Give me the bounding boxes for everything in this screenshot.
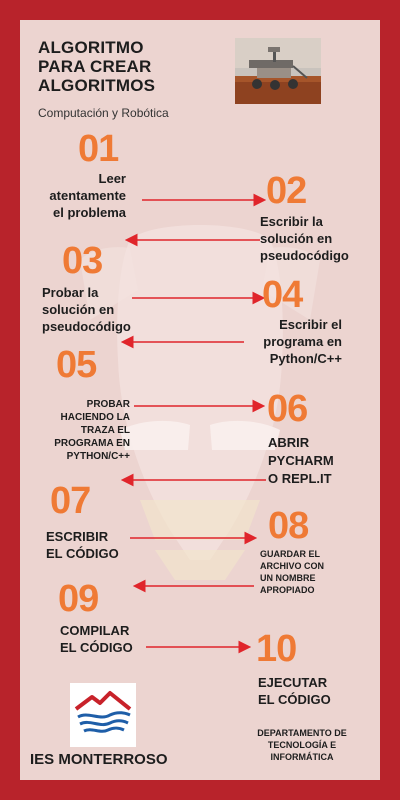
step-text-10: EJECUTAR EL CÓDIGO bbox=[258, 674, 358, 708]
step-number-01: 01 bbox=[78, 128, 119, 170]
step-line: Probar la bbox=[42, 285, 99, 300]
step-line: TRAZA EL bbox=[80, 425, 130, 436]
step-number-04: 04 bbox=[262, 274, 303, 316]
step-line: solución en bbox=[42, 302, 115, 317]
title-line: PARA CREAR bbox=[38, 57, 152, 76]
step-line: UN NOMBRE bbox=[260, 573, 316, 583]
step-text-04: Escribir el programa en Python/C++ bbox=[246, 316, 342, 367]
step-line: APROPIADO bbox=[260, 585, 315, 595]
title-line: ALGORITMO bbox=[38, 38, 144, 57]
step-line: COMPILAR bbox=[60, 623, 130, 638]
step-number-02: 02 bbox=[266, 170, 307, 212]
step-number-03: 03 bbox=[62, 240, 103, 282]
step-line: PROGRAMA EN bbox=[54, 438, 130, 449]
infographic-panel: ALGORITMO PARA CREAR ALGORITMOS Computac… bbox=[20, 20, 380, 780]
step-line: atentamente bbox=[49, 188, 126, 203]
step-line: HACIENDO LA bbox=[60, 412, 130, 423]
title-line: ALGORITMOS bbox=[38, 76, 156, 95]
page-title: ALGORITMO PARA CREAR ALGORITMOS bbox=[38, 38, 155, 95]
dept-line: DEPARTAMENTO DE bbox=[257, 728, 347, 738]
step-line: EL CÓDIGO bbox=[258, 692, 331, 707]
step-line: ABRIR bbox=[268, 435, 310, 450]
step-line: EL CÓDIGO bbox=[46, 546, 119, 561]
step-line: GUARDAR EL bbox=[260, 549, 320, 559]
step-line: EL CÓDIGO bbox=[60, 640, 133, 655]
step-line: PYTHON/C++ bbox=[66, 451, 130, 462]
step-text-06: ABRIR PYCHARM O REPL.IT bbox=[268, 434, 364, 488]
step-line: pseudocódigo bbox=[42, 319, 131, 334]
step-text-05: PROBAR HACIENDO LA TRAZA EL PROGRAMA EN … bbox=[30, 398, 130, 463]
step-line: Escribir el bbox=[279, 317, 342, 332]
department-name: DEPARTAMENTO DE TECNOLOGÍA E INFORMÁTICA bbox=[242, 727, 362, 763]
dept-line: TECNOLOGÍA E bbox=[267, 740, 337, 750]
step-arrows bbox=[120, 193, 267, 654]
mars-rover-photo-icon bbox=[235, 38, 321, 104]
step-line: solución en bbox=[260, 231, 333, 246]
step-line: ARCHIVO CON bbox=[260, 561, 325, 571]
step-line: Escribir la bbox=[260, 214, 323, 229]
step-number-06: 06 bbox=[267, 388, 308, 430]
step-number-05: 05 bbox=[56, 344, 97, 386]
dept-line: INFORMÁTICA bbox=[270, 752, 334, 762]
step-line: Leer bbox=[98, 171, 126, 186]
step-text-08: GUARDAR EL ARCHIVO CON UN NOMBRE APROPIA… bbox=[260, 548, 360, 596]
ies-monterroso-logo-icon bbox=[70, 683, 136, 747]
step-text-09: COMPILAR EL CÓDIGO bbox=[60, 622, 160, 656]
step-number-08: 08 bbox=[268, 505, 309, 547]
step-line: O REPL.IT bbox=[268, 471, 332, 486]
step-line: ESCRIBIR bbox=[46, 529, 109, 544]
step-line: el problema bbox=[53, 205, 126, 220]
step-line: PYCHARM bbox=[268, 453, 334, 468]
step-line: Python/C++ bbox=[269, 351, 342, 366]
step-number-10: 10 bbox=[256, 628, 297, 670]
step-text-07: ESCRIBIR EL CÓDIGO bbox=[46, 528, 146, 562]
iron-man-mask-watermark-icon bbox=[80, 225, 320, 580]
step-text-01: Leer atentamente el problema bbox=[20, 170, 126, 221]
step-number-07: 07 bbox=[50, 480, 91, 522]
step-line: pseudocódigo bbox=[260, 248, 349, 263]
step-line: EJECUTAR bbox=[258, 675, 328, 690]
step-line: PROBAR bbox=[86, 399, 130, 410]
step-line: programa en bbox=[263, 334, 342, 349]
school-name: IES MONTERROSO bbox=[30, 751, 168, 768]
step-number-09: 09 bbox=[58, 578, 99, 620]
step-text-03: Probar la solución en pseudocódigo bbox=[42, 284, 154, 335]
subtitle: Computación y Robótica bbox=[38, 106, 169, 120]
step-text-02: Escribir la solución en pseudocódigo bbox=[260, 213, 372, 264]
